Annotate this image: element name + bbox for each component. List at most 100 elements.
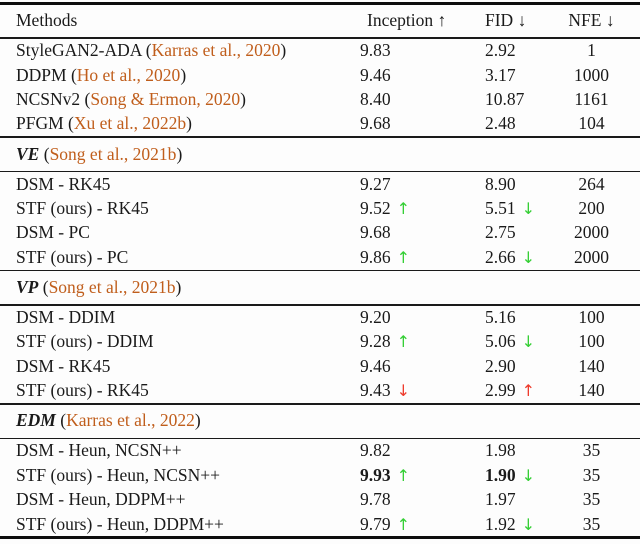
inception-value: 9.46 <box>360 355 391 376</box>
inception-cell: 9.86 ↑ <box>360 248 485 267</box>
table-row: DSM - PC 9.68 2.75 2000 <box>0 221 640 245</box>
inception-cell: 8.40 <box>360 89 485 110</box>
table-row: STF (ours) - RK45 9.43 ↓ 2.99 ↑ 140 <box>0 379 640 403</box>
inception-value: 9.20 <box>360 307 391 327</box>
nfe-cell: 100 <box>578 331 605 352</box>
nfe-cell: 104 <box>578 113 605 134</box>
nfe-cell: 35 <box>582 464 601 485</box>
method-name: PFGM ( <box>16 113 74 134</box>
fid-value: 2.75 <box>485 222 516 243</box>
table-row: STF (ours) - DDIM 9.28 ↑ 5.06 ↓ 100 <box>0 330 640 354</box>
method-name: STF (ours) - DDIM <box>16 331 154 352</box>
fid-cell: 2.99 ↑ <box>485 381 557 400</box>
fid-value: 3.17 <box>485 64 516 85</box>
method-name: NCSNv2 ( <box>16 89 91 110</box>
fid-cell: 5.51 ↓ <box>485 198 557 219</box>
inception-cell: 9.79 ↑ <box>360 513 485 534</box>
method-name: DSM - Heun, DDPM++ <box>16 489 186 510</box>
inception-cell: 9.43 ↓ <box>360 381 485 401</box>
nfe-cell: 100 <box>578 307 605 327</box>
citation-link[interactable]: Xu et al., 2022b <box>73 113 187 134</box>
table-row: STF (ours) - Heun, DDPM++ 9.79 ↑ 1.92 ↓ 35 <box>0 512 640 536</box>
table-row: NCSNv2 (Song & Ermon, 2020) 8.40 10.87 1… <box>0 88 640 112</box>
inception-cell: 9.78 <box>360 490 485 509</box>
table-row: DSM - DDIM 9.20 5.16 100 <box>0 306 640 330</box>
inception-cell: 9.28 ↑ <box>360 333 485 351</box>
inception-value: 9.27 <box>360 173 391 194</box>
citation-link[interactable]: Ho et al., 2020 <box>76 64 181 85</box>
method-cell: STF (ours) - PC <box>16 246 360 267</box>
inception-value: 9.93 <box>360 464 391 485</box>
method-cell: DSM - Heun, DDPM++ <box>16 489 360 510</box>
table-row: STF (ours) - PC 9.86 ↑ 2.66 ↓ 2000 <box>0 245 640 269</box>
fid-cell: 5.06 ↓ <box>485 333 557 351</box>
col-header-inception: Inception ↑ <box>367 10 447 31</box>
fid-cell: 1.97 <box>485 489 557 510</box>
citation-link[interactable]: Karras et al., 2022 <box>66 410 195 431</box>
method-name: StyleGAN2-ADA ( <box>16 40 152 61</box>
table-row: StyleGAN2-ADA (Karras et al., 2020) 9.83… <box>0 39 640 63</box>
nfe-cell: 264 <box>578 173 605 194</box>
fid-value: 2.92 <box>485 40 516 61</box>
method-name: DDPM ( <box>16 64 77 85</box>
method-name: DSM - PC <box>16 222 90 243</box>
method-cell: PFGM (Xu et al., 2022b) <box>16 115 360 133</box>
fid-value: 1.97 <box>485 489 516 510</box>
inception-value: 8.40 <box>360 89 391 110</box>
method-name-suffix: ) <box>180 64 187 85</box>
trend-arrow-icon: ↑ <box>396 514 411 534</box>
method-name-suffix: ) <box>280 40 287 61</box>
fid-value: 10.87 <box>485 89 525 110</box>
method-cell: STF (ours) - DDIM <box>16 333 360 351</box>
citation-link[interactable]: Karras et al., 2020 <box>151 40 281 61</box>
trend-arrow-icon: ↓ <box>396 381 411 401</box>
nfe-cell: 140 <box>578 380 605 401</box>
method-cell: STF (ours) - Heun, NCSN++ <box>16 464 360 485</box>
section-label: EDM <box>16 410 56 431</box>
trend-arrow-icon: ↓ <box>521 465 536 485</box>
inception-cell: 9.82 <box>360 442 485 460</box>
inception-value: 9.83 <box>360 40 391 61</box>
method-cell: DSM - RK45 <box>16 355 360 376</box>
method-name: DSM - RK45 <box>16 355 111 376</box>
table-row: DSM - Heun, NCSN++ 9.82 1.98 35 <box>0 439 640 463</box>
method-cell: DSM - PC <box>16 224 360 242</box>
citation-link[interactable]: Song & Ermon, 2020 <box>90 89 241 110</box>
section-rule <box>0 403 640 405</box>
trend-arrow-icon: ↑ <box>396 332 411 352</box>
paren-open: ( <box>38 276 49 297</box>
trend-arrow-icon: ↓ <box>521 247 536 267</box>
fid-cell: 2.66 ↓ <box>485 247 557 267</box>
method-cell: DSM - DDIM <box>16 307 360 327</box>
fid-cell: 10.87 <box>485 89 557 110</box>
nfe-cell: 140 <box>578 355 605 376</box>
fid-value: 1.90 <box>485 464 516 485</box>
fid-value: 5.06 <box>485 331 516 352</box>
method-name: DSM - Heun, NCSN++ <box>16 440 182 461</box>
fid-cell: 2.48 <box>485 115 557 133</box>
method-name: DSM - DDIM <box>16 307 116 327</box>
inception-cell: 9.68 <box>360 115 485 133</box>
citation-link[interactable]: Song et al., 2021b <box>49 143 177 164</box>
table-row: DDPM (Ho et al., 2020) 9.46 3.17 1000 <box>0 63 640 87</box>
citation-link[interactable]: Song et al., 2021b <box>48 276 176 297</box>
method-name-suffix: ) <box>186 113 192 134</box>
section-rule <box>0 170 640 173</box>
fid-cell: 2.92 <box>485 42 557 60</box>
method-cell: DSM - Heun, NCSN++ <box>16 442 360 460</box>
fid-cell: 1.92 ↓ <box>485 515 557 534</box>
fid-value: 1.98 <box>485 440 516 461</box>
method-name: STF (ours) - PC <box>16 246 129 267</box>
nfe-cell: 1 <box>587 40 596 61</box>
top-rule <box>0 2 640 5</box>
fid-value: 5.51 <box>485 198 516 219</box>
inception-value: 9.52 <box>360 198 391 219</box>
method-name: STF (ours) - RK45 <box>16 380 149 401</box>
paren-open: ( <box>55 410 67 431</box>
fid-value: 5.16 <box>485 307 516 327</box>
table-row: STF (ours) - Heun, NCSN++ 9.93 ↑ 1.90 ↓ 35 <box>0 463 640 487</box>
method-name: STF (ours) - Heun, NCSN++ <box>16 464 220 485</box>
inception-value: 9.79 <box>360 513 391 534</box>
inception-value: 9.28 <box>360 331 391 352</box>
paren-close: ) <box>176 143 183 164</box>
